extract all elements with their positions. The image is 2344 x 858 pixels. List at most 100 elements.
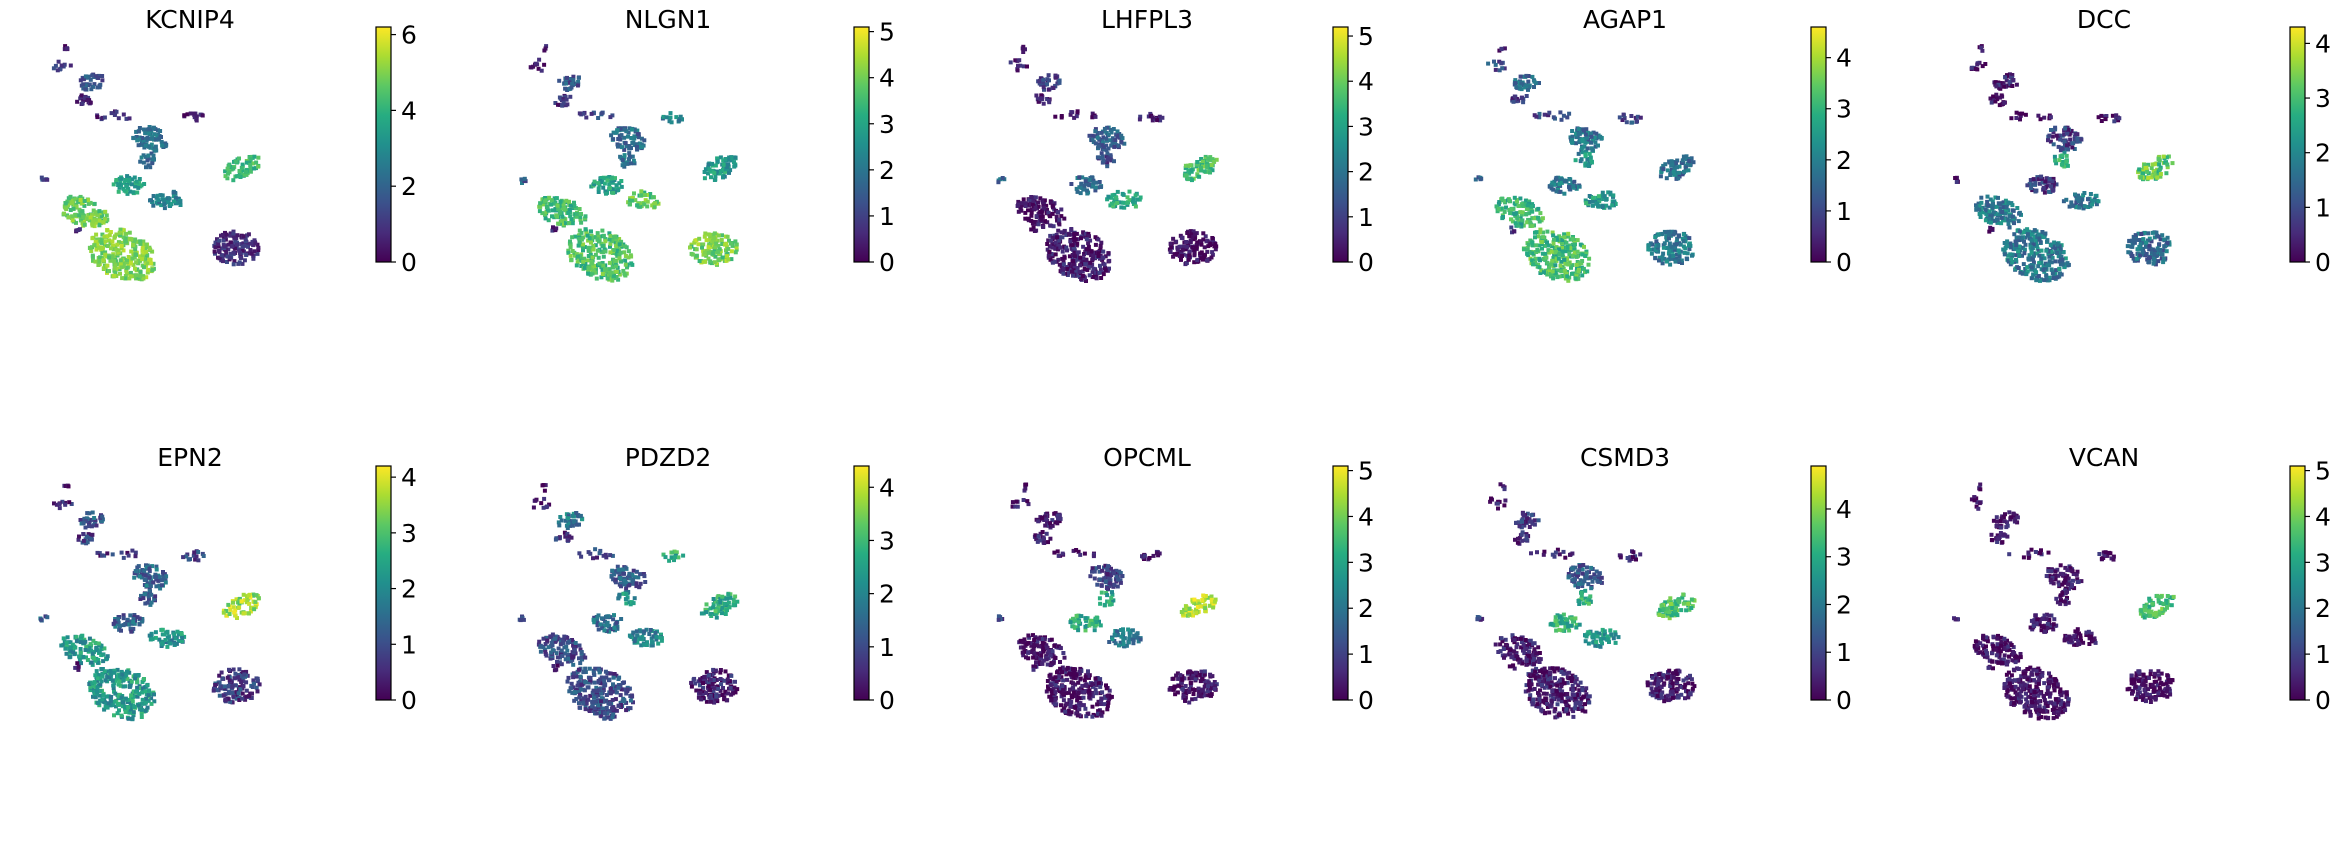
cluster-c7: [618, 151, 636, 169]
umap-point: [1180, 254, 1184, 258]
umap-point: [107, 256, 111, 260]
umap-point: [1096, 155, 1100, 159]
umap-point: [627, 249, 631, 253]
umap-point: [624, 263, 628, 267]
umap-point: [608, 250, 612, 254]
umap-point: [129, 262, 133, 266]
umap-point: [534, 62, 538, 66]
umap-point: [544, 198, 548, 202]
cluster-c7: [1096, 151, 1116, 168]
cluster-c2: [1486, 60, 1507, 73]
umap-point: [1657, 259, 1661, 263]
umap-point: [1524, 212, 1528, 216]
cluster-c3: [79, 73, 105, 92]
umap-point: [1670, 159, 1674, 163]
umap-point: [695, 254, 699, 258]
umap-point: [1533, 235, 1537, 239]
umap-point: [90, 533, 94, 537]
umap-point: [1586, 164, 1590, 168]
umap-point: [2022, 240, 2026, 244]
umap-point: [595, 277, 599, 281]
umap-point: [147, 258, 151, 262]
umap-point: [1524, 83, 1528, 87]
umap-point: [2017, 266, 2021, 270]
umap-point: [2079, 138, 2083, 142]
umap-point: [542, 49, 546, 53]
umap-point: [2034, 189, 2038, 193]
umap-point: [69, 64, 73, 68]
umap-point: [128, 231, 132, 235]
cluster-c5: [1053, 109, 1097, 120]
umap-point: [161, 642, 165, 646]
umap-point: [1611, 193, 1615, 197]
umap-point: [1499, 47, 1503, 51]
umap-point: [547, 209, 551, 213]
umap-point: [1187, 258, 1191, 262]
umap-point: [152, 126, 156, 130]
umap-point: [1091, 254, 1095, 258]
umap-point: [630, 136, 634, 140]
colorbar-tick-label: 2: [1836, 146, 1852, 175]
colorbar-tick-label: 2: [401, 172, 417, 201]
umap-point: [1092, 181, 1096, 185]
umap-point: [1062, 267, 1066, 271]
umap-point: [1205, 164, 1209, 168]
cluster-c13: [62, 195, 110, 228]
umap-point: [116, 248, 120, 252]
umap-point: [160, 144, 164, 148]
umap-point: [592, 268, 596, 272]
umap-point: [60, 64, 64, 68]
cluster-c12: [2062, 191, 2101, 210]
umap-point: [1052, 86, 1056, 90]
umap-point: [1192, 253, 1196, 257]
umap-point: [125, 269, 129, 273]
umap-point: [722, 163, 726, 167]
umap-point: [1510, 207, 1514, 211]
umap-point: [1682, 239, 1686, 243]
umap-point: [1067, 233, 1071, 237]
umap-point: [1559, 264, 1563, 268]
umap-point: [1543, 113, 1547, 117]
colorbar-tick-label: 3: [1836, 95, 1852, 124]
umap-point: [2151, 231, 2155, 235]
cluster-c4: [1510, 94, 1529, 104]
umap-point: [154, 145, 158, 149]
umap-point: [2100, 119, 2104, 123]
cluster-c7: [138, 152, 156, 170]
umap-point: [67, 215, 71, 219]
umap-point: [2091, 199, 2095, 203]
umap-point: [84, 74, 88, 78]
umap-point: [653, 201, 657, 205]
umap-point: [1085, 247, 1089, 251]
umap-point: [609, 133, 613, 137]
umap-point: [229, 240, 233, 244]
umap-point: [1079, 236, 1083, 240]
umap-point: [65, 46, 69, 50]
umap-point: [2075, 136, 2079, 140]
umap-point: [104, 239, 108, 243]
umap-point: [2037, 233, 2041, 237]
umap-point: [1104, 268, 1108, 272]
umap-point: [1534, 243, 1538, 247]
umap-point: [151, 204, 155, 208]
umap-point: [602, 234, 606, 238]
cluster-c15: [1646, 230, 1694, 267]
umap-point: [713, 245, 717, 249]
umap-point: [555, 196, 559, 200]
umap-point: [1037, 79, 1041, 83]
umap-point: [105, 213, 109, 217]
umap-point: [232, 610, 236, 614]
umap-point: [147, 132, 151, 136]
umap-point: [1081, 245, 1085, 249]
umap-point: [1114, 196, 1118, 200]
umap-point: [97, 246, 101, 250]
umap-point: [1498, 68, 1502, 72]
cluster-c14: [1522, 228, 1591, 283]
umap-point: [1103, 263, 1107, 267]
umap-point: [1562, 192, 1566, 196]
umap-point: [726, 258, 730, 262]
umap-point: [1201, 231, 1205, 235]
umap-point: [113, 113, 117, 117]
umap-point: [146, 154, 150, 158]
umap-point: [146, 268, 150, 272]
